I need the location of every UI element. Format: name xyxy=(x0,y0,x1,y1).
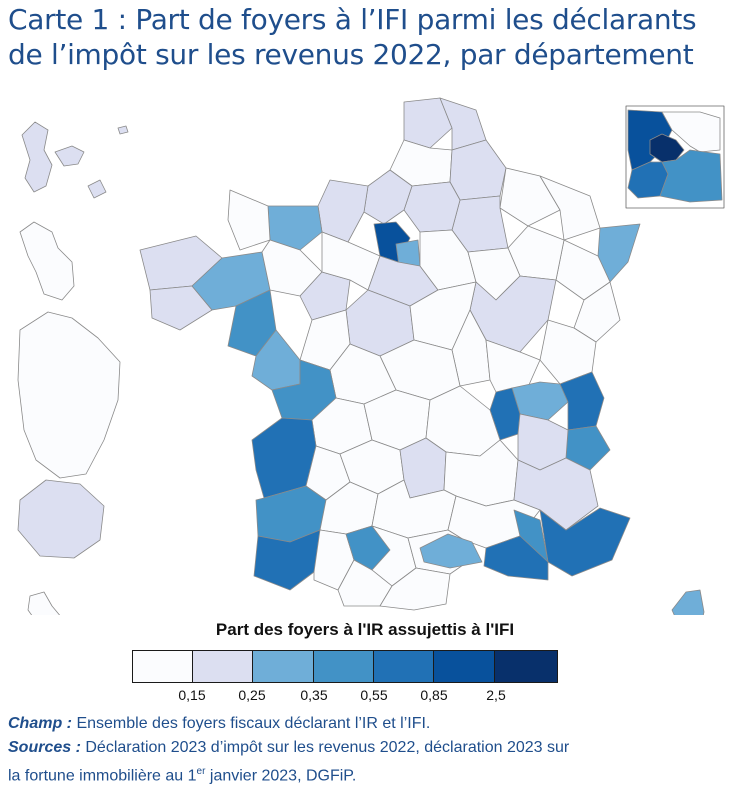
legend-tick: 0,25 xyxy=(238,687,266,703)
note-sources-line2: la fortune immobilière au 1er janvier 20… xyxy=(8,760,736,788)
inset-guadeloupe xyxy=(21,121,129,199)
corse-north xyxy=(671,589,705,615)
notes: Champ : Ensemble des foyers fiscaux décl… xyxy=(8,712,736,788)
note-sources-line2-a: la fortune immobilière au 1 xyxy=(8,767,197,785)
legend-tick: 0,85 xyxy=(420,687,448,703)
note-champ: Champ : Ensemble des foyers fiscaux décl… xyxy=(8,712,736,736)
legend-colorbar xyxy=(132,650,558,683)
inset-mayotte xyxy=(27,591,61,615)
choropleth-map xyxy=(17,97,725,615)
note-sources-text: Déclaration 2023 d’impôt sur les revenus… xyxy=(85,739,570,756)
map-title-line-1: Carte 1 : Part de foyers à l’IFI parmi l… xyxy=(8,3,697,36)
map-title-line-2: de l’impôt sur les revenus 2022, par dép… xyxy=(8,38,694,71)
note-sources-line2-sup: er xyxy=(196,766,206,777)
inset-paris xyxy=(625,105,725,209)
map-title: Carte 1 : Part de foyers à l’IFI parmi l… xyxy=(8,2,736,72)
inset-reunion xyxy=(17,479,105,559)
legend-swatch-6 xyxy=(434,651,495,682)
note-champ-label: Champ : xyxy=(8,715,72,732)
legend-swatch-5 xyxy=(374,651,434,682)
note-champ-text: Ensemble des foyers fiscaux déclarant l’… xyxy=(76,715,431,732)
legend-swatch-1 xyxy=(133,651,193,682)
legend-swatch-7 xyxy=(495,651,557,682)
legend-tick: 0,55 xyxy=(360,687,388,703)
legend-tick: 2,5 xyxy=(486,687,506,703)
legend-swatch-4 xyxy=(314,651,374,682)
legend-title: Part des foyers à l'IR assujettis à l'IF… xyxy=(215,620,515,639)
inset-martinique xyxy=(19,221,75,301)
note-sources-label: Sources : xyxy=(8,739,81,756)
legend-tick: 0,15 xyxy=(178,687,206,703)
mainland-france xyxy=(139,97,641,611)
note-sources: Sources : Déclaration 2023 d’impôt sur l… xyxy=(8,736,736,760)
note-sources-line2-b: janvier 2023, DGFiP. xyxy=(205,767,357,785)
legend-swatch-3 xyxy=(253,651,314,682)
legend-tick: 0,35 xyxy=(300,687,328,703)
legend-swatch-2 xyxy=(193,651,253,682)
inset-guyane xyxy=(17,311,121,479)
